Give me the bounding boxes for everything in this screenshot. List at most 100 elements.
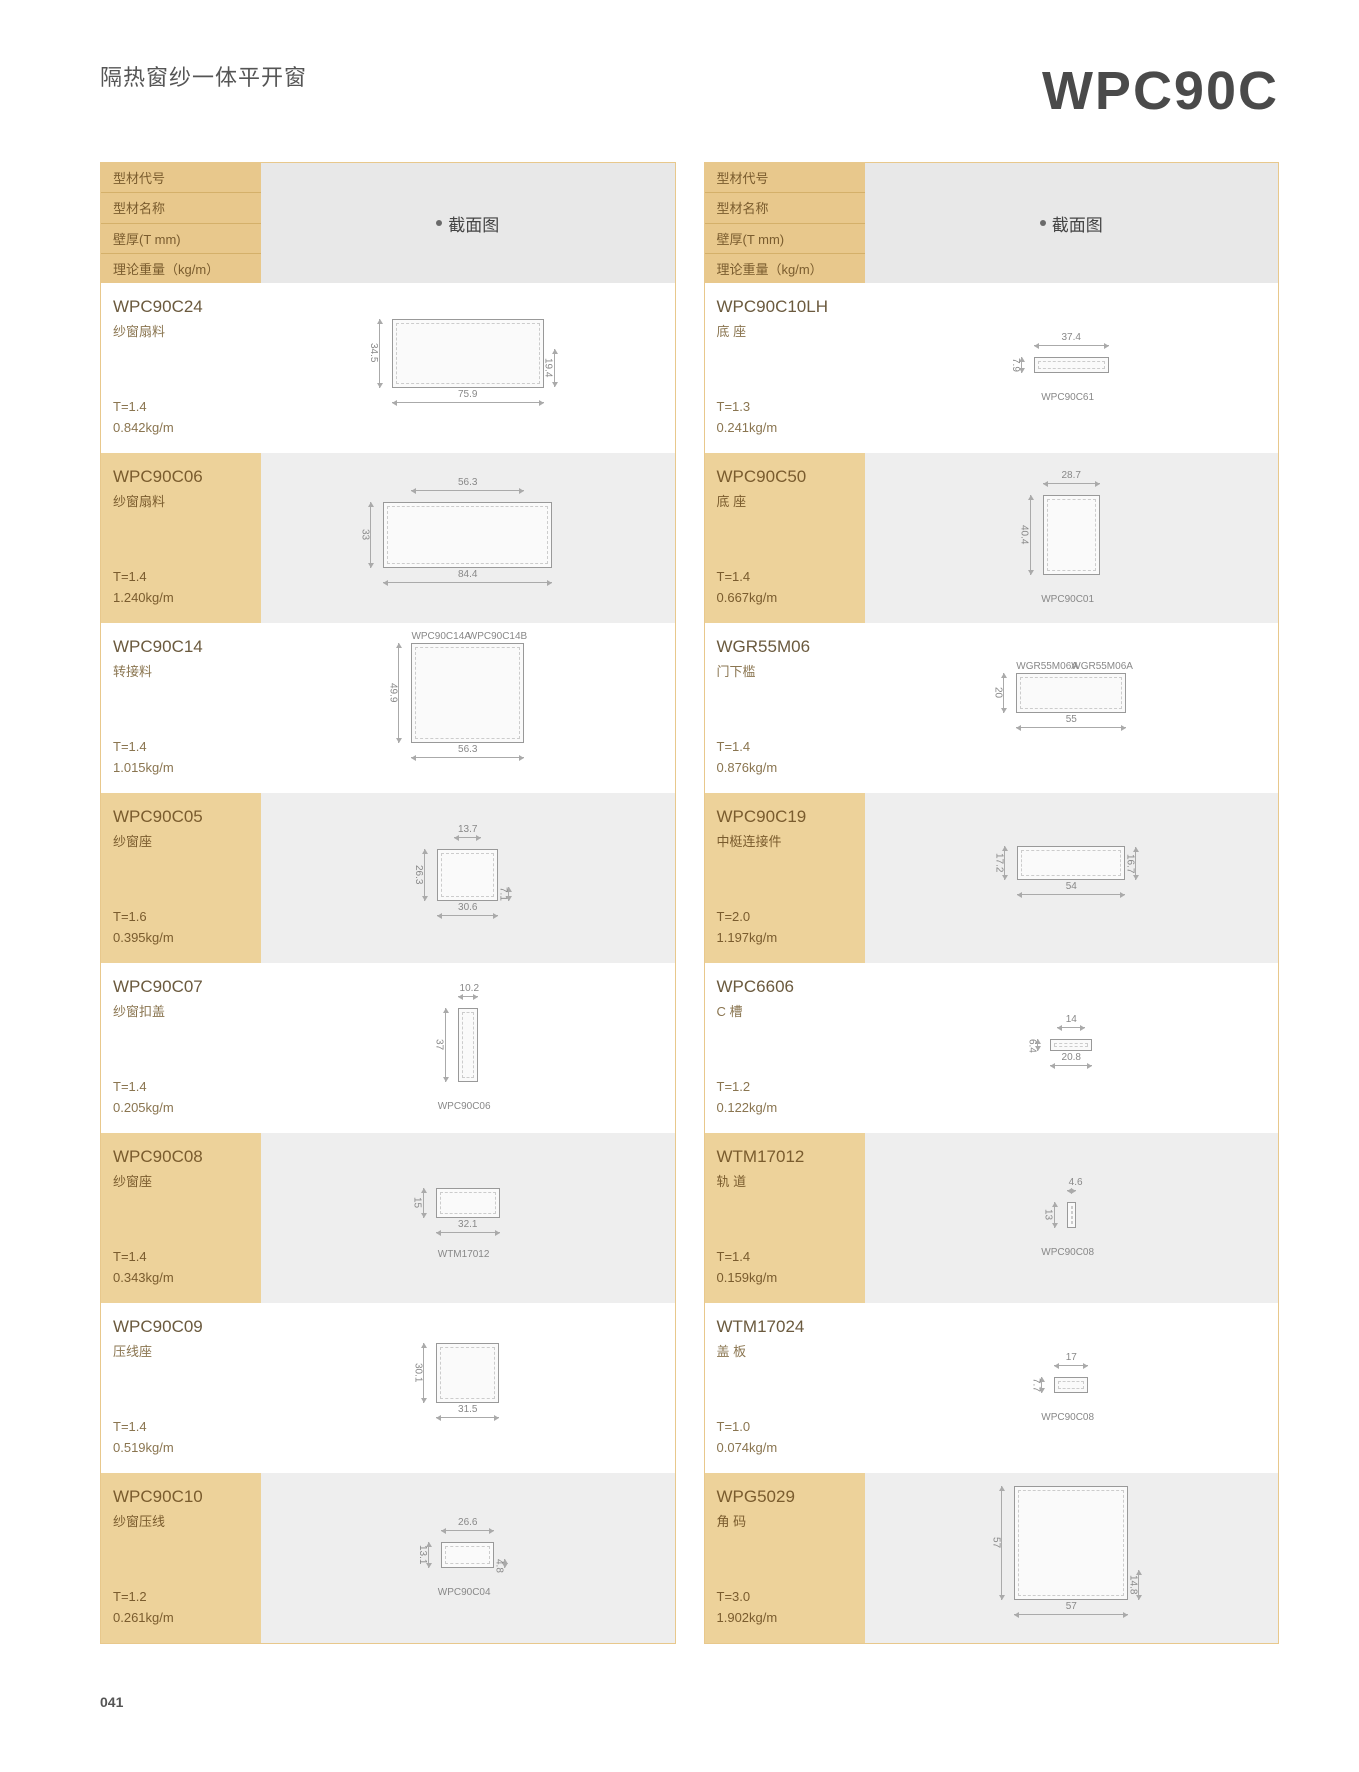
profile-code: WPC90C06	[113, 467, 249, 487]
profile-code: WTM17012	[717, 1147, 853, 1167]
profile-code: WPG5029	[717, 1487, 853, 1507]
right-column: 型材代号型材名称壁厚(T mm)理论重量（kg/m）截面图 WPC90C10LH 底…	[704, 162, 1280, 1644]
table-row: WPC90C09压线座T=1.40.519kg/m31.530.1	[101, 1303, 675, 1473]
table-row: WPC90C10LH 底 座 T=1.30.241kg/m 37.47.9WPC90C…	[705, 283, 1279, 453]
profile-weight: 0.241kg/m	[717, 418, 853, 439]
profile-thickness: T=1.0	[717, 1417, 853, 1438]
profile-code: WPC90C07	[113, 977, 249, 997]
profile-code: WPC90C24	[113, 297, 249, 317]
diagram-cell: 177.7WPC90C08	[865, 1303, 1279, 1473]
info-cell: WGR55M06门下槛T=1.40.876kg/m	[705, 623, 865, 793]
profile-weight: 0.667kg/m	[717, 588, 853, 609]
header-cell-code: 型材代号	[705, 163, 865, 193]
profile-weight: 0.205kg/m	[113, 1098, 249, 1119]
diagram-cell: 5417.216.7	[865, 793, 1279, 963]
page-header: 隔热窗纱一体平开窗 WPC90C	[100, 60, 1279, 122]
profile-weight: 0.074kg/m	[717, 1438, 853, 1459]
table-header: 型材代号型材名称壁厚(T mm)理论重量（kg/m）截面图	[101, 163, 675, 283]
table-row: WPC90C50 底 座 T=1.40.667kg/m 28.740.4WPC90C0…	[705, 453, 1279, 623]
profile-weight: 0.842kg/m	[113, 418, 249, 439]
profile-code: WPC90C50	[717, 467, 853, 487]
page-number: 041	[100, 1694, 1279, 1710]
profile-thickness: T=1.4	[113, 1417, 249, 1438]
table-row: WPC90C19中梃连接件T=2.01.197kg/m5417.216.7	[705, 793, 1279, 963]
diagram-cell: 28.740.4WPC90C01	[865, 453, 1279, 623]
info-cell: WPC90C50 底 座 T=1.40.667kg/m	[705, 453, 865, 623]
header-cell-code: 型材代号	[101, 163, 261, 193]
table-row: WPC90C08纱窗座T=1.40.343kg/m32.115WTM17012	[101, 1133, 675, 1303]
profile-name: 纱窗座	[113, 1171, 249, 1190]
info-cell: WPC90C14转接料T=1.41.015kg/m	[101, 623, 261, 793]
info-cell: WPC90C09压线座T=1.40.519kg/m	[101, 1303, 261, 1473]
profile-thickness: T=2.0	[717, 907, 853, 928]
profile-thickness: T=1.6	[113, 907, 249, 928]
table-row: WPC90C06纱窗扇料T=1.41.240kg/m84.456.333	[101, 453, 675, 623]
diagram-cell: 37.47.9WPC90C61	[865, 283, 1279, 453]
table-row: WPC90C05 纱窗座 T=1.60.395kg/m 30.613.726.37.1	[101, 793, 675, 963]
table-row: WPC90C10纱窗压线T=1.20.261kg/m26.613.14.8WPC…	[101, 1473, 675, 1643]
profile-code: WPC6606	[717, 977, 853, 997]
profile-thickness: T=1.4	[717, 737, 853, 758]
profile-code: WPC90C19	[717, 807, 853, 827]
profile-weight: 0.122kg/m	[717, 1098, 853, 1119]
profile-thickness: T=1.4	[717, 1247, 853, 1268]
table-row: WGR55M06门下槛T=1.40.876kg/m5520WGR55M06AWG…	[705, 623, 1279, 793]
profile-name: 底 座	[717, 321, 853, 340]
profile-weight: 0.876kg/m	[717, 758, 853, 779]
profile-weight: 0.519kg/m	[113, 1438, 249, 1459]
profile-name: 纱窗扇料	[113, 321, 249, 340]
profile-name: 纱窗扇料	[113, 491, 249, 510]
page-subtitle: 隔热窗纱一体平开窗	[100, 60, 307, 92]
profile-thickness: T=1.4	[113, 737, 249, 758]
info-cell: WPC6606C 槽T=1.20.122kg/m	[705, 963, 865, 1133]
header-diagram-title: 截面图	[865, 163, 1279, 283]
profile-name: 纱窗压线	[113, 1511, 249, 1530]
header-cell-thickness: 壁厚(T mm)	[101, 224, 261, 254]
diagram-cell: 75.934.519.4	[261, 283, 675, 453]
info-cell: WPC90C07纱窗扣盖T=1.40.205kg/m	[101, 963, 261, 1133]
profile-thickness: T=1.4	[113, 567, 249, 588]
profile-name: 纱窗座	[113, 831, 249, 850]
profile-name: C 槽	[717, 1001, 853, 1020]
table-row: WPG5029角 码T=3.01.902kg/m575714.8	[705, 1473, 1279, 1643]
diagram-cell: 26.613.14.8WPC90C04	[261, 1473, 675, 1643]
diagram-cell: 30.613.726.37.1	[261, 793, 675, 963]
profile-name: 转接料	[113, 661, 249, 680]
profile-name: 底 座	[717, 491, 853, 510]
profile-code: WPC90C05	[113, 807, 249, 827]
profile-code: WPC90C08	[113, 1147, 249, 1167]
profile-name: 轨 道	[717, 1171, 853, 1190]
diagram-cell: 31.530.1	[261, 1303, 675, 1473]
profile-thickness: T=1.3	[717, 397, 853, 418]
profile-weight: 0.159kg/m	[717, 1268, 853, 1289]
profile-weight: 0.395kg/m	[113, 928, 249, 949]
profile-name: 盖 板	[717, 1341, 853, 1360]
profile-thickness: T=1.4	[717, 567, 853, 588]
model-title: WPC90C	[1042, 60, 1279, 122]
header-diagram-title: 截面图	[261, 163, 675, 283]
diagram-cell: 4.613WPC90C08	[865, 1133, 1279, 1303]
table-row: WPC90C07纱窗扣盖T=1.40.205kg/m10.237WPC90C06	[101, 963, 675, 1133]
profile-name: 门下槛	[717, 661, 853, 680]
info-cell: WPC90C06纱窗扇料T=1.41.240kg/m	[101, 453, 261, 623]
profile-code: WPC90C10LH	[717, 297, 853, 317]
left-column: 型材代号型材名称壁厚(T mm)理论重量（kg/m）截面图 WPC90C24 纱窗扇…	[100, 162, 676, 1644]
info-cell: WPC90C10LH 底 座 T=1.30.241kg/m	[705, 283, 865, 453]
diagram-cell: 32.115WTM17012	[261, 1133, 675, 1303]
table-row: WPC6606C 槽T=1.20.122kg/m20.8146.4	[705, 963, 1279, 1133]
profile-code: WPC90C09	[113, 1317, 249, 1337]
profile-weight: 1.015kg/m	[113, 758, 249, 779]
columns-container: 型材代号型材名称壁厚(T mm)理论重量（kg/m）截面图WPC90C24纱窗扇…	[100, 162, 1279, 1644]
profile-thickness: T=1.2	[113, 1587, 249, 1608]
info-cell: WPC90C05 纱窗座 T=1.60.395kg/m	[101, 793, 261, 963]
table-header: 型材代号型材名称壁厚(T mm)理论重量（kg/m）截面图	[705, 163, 1279, 283]
info-cell: WTM17012 轨 道 T=1.40.159kg/m	[705, 1133, 865, 1303]
table-row: WPC90C24纱窗扇料T=1.40.842kg/m75.934.519.4	[101, 283, 675, 453]
profile-code: WTM17024	[717, 1317, 853, 1337]
diagram-cell: 20.8146.4	[865, 963, 1279, 1133]
profile-weight: 0.261kg/m	[113, 1608, 249, 1629]
table-row: WPC90C14转接料T=1.41.015kg/m56.349.9WPC90C1…	[101, 623, 675, 793]
header-cell-name: 型材名称	[705, 193, 865, 223]
profile-thickness: T=1.4	[113, 1077, 249, 1098]
header-cell-weight: 理论重量（kg/m）	[705, 254, 865, 283]
